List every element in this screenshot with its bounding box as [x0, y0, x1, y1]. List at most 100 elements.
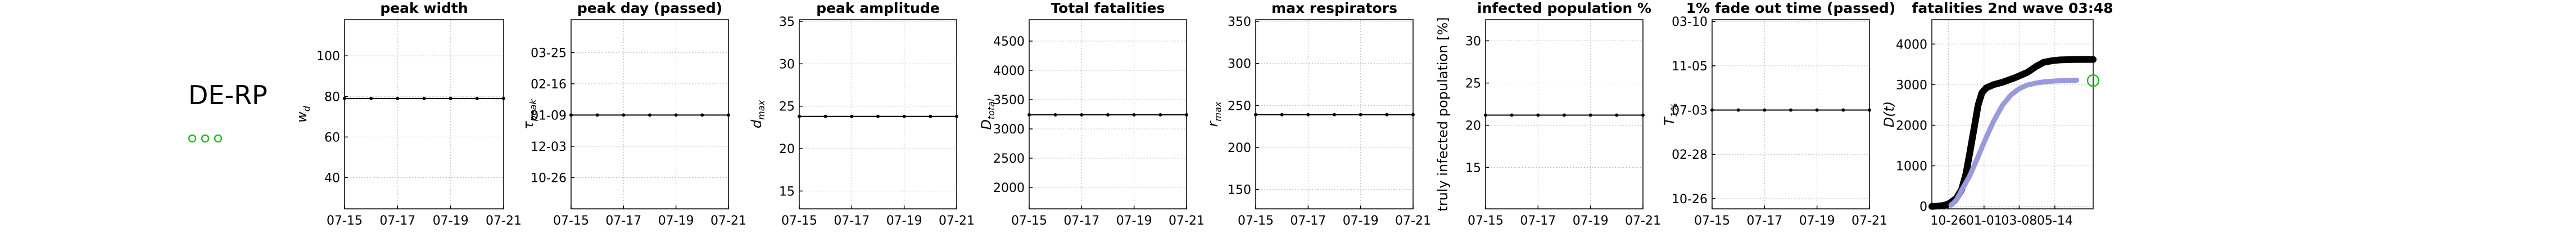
y-tick-label: 4000: [1896, 38, 1927, 52]
x-tick-label: 07-15: [1694, 214, 1730, 228]
x-tick-label: 07-17: [1520, 214, 1556, 228]
point: [1868, 108, 1871, 112]
y-axis-label-sub: d: [301, 105, 312, 111]
point: [1106, 113, 1110, 117]
y-tick-label: 60: [324, 131, 340, 145]
y-axis-label-main: w: [294, 111, 310, 123]
y-tick-label: 100: [316, 50, 340, 64]
point: [1536, 113, 1540, 117]
point: [1053, 113, 1057, 117]
x-tick-label: 07-19: [886, 214, 922, 228]
point: [823, 114, 827, 118]
point: [1185, 113, 1188, 117]
point: [1306, 113, 1310, 117]
y-axis-label-sub: peak: [528, 99, 538, 122]
x-tick-label: 07-19: [1116, 214, 1152, 228]
x-tick-label: 07-21: [1851, 214, 1887, 228]
y-axis-label: Dtotal: [979, 99, 997, 130]
x-tick-label: 07-19: [433, 214, 469, 228]
y-axis-label: T1%: [1662, 103, 1679, 126]
y-tick-label: 250: [1228, 99, 1251, 113]
x-tick-label: 07-21: [710, 214, 746, 228]
y-tick-label: 40: [324, 171, 340, 185]
y-tick-label: 15: [1465, 162, 1481, 176]
point: [1841, 108, 1845, 112]
x-tick-label: 07-17: [1290, 214, 1326, 228]
y-tick-label: 4000: [993, 64, 1025, 78]
x-tick-label: 07-17: [1746, 214, 1782, 228]
point: [674, 113, 678, 117]
y-axis-label: wd: [294, 105, 312, 123]
point: [449, 96, 452, 100]
point: [622, 113, 626, 117]
x-tick-label: 07-17: [605, 214, 641, 228]
y-axis-label: D(t): [1881, 101, 1897, 128]
point: [369, 96, 373, 100]
x-tick-label: 07-21: [1395, 214, 1431, 228]
y-axis-label-main: T: [1662, 116, 1677, 126]
y-axis-label-main: truly infected population [%]: [1435, 17, 1451, 211]
plot-frame: [1712, 19, 1870, 209]
y-tick-label: 10-26: [531, 171, 567, 185]
x-tick-label: 07-21: [486, 214, 522, 228]
point: [1132, 113, 1136, 117]
y-tick-label: 3000: [1896, 78, 1927, 92]
point: [475, 96, 479, 100]
y-tick-label: 2000: [1896, 119, 1927, 133]
x-tick-label: 07-19: [1343, 214, 1379, 228]
chart-title: peak width: [380, 0, 468, 16]
point: [876, 114, 880, 118]
point: [1158, 113, 1162, 117]
x-tick-label: 07-19: [1799, 214, 1835, 228]
point: [1359, 113, 1362, 117]
point: [595, 113, 599, 117]
point: [727, 113, 730, 117]
y-axis-label-main: D(t): [1881, 101, 1897, 128]
y-axis-label-sub: total: [986, 99, 997, 119]
point: [1411, 113, 1415, 117]
y-tick-label: 80: [324, 90, 340, 104]
y-axis-label: τpeak: [520, 99, 538, 129]
x-tick-label: 07-17: [379, 214, 415, 228]
point: [1736, 108, 1740, 112]
x-tick-label: 10-26: [1930, 214, 1966, 228]
point: [396, 96, 400, 100]
y-axis-label: dmax: [749, 100, 767, 128]
y-tick-label: 25: [779, 100, 795, 114]
y-tick-label: 07-03: [1672, 104, 1708, 118]
point: [569, 113, 573, 117]
x-tick-label: 07-21: [1625, 214, 1661, 228]
y-axis-label-main: d: [749, 119, 764, 128]
point: [1280, 113, 1284, 117]
y-tick-label: 03-10: [1672, 15, 1708, 29]
point: [1484, 113, 1487, 117]
y-tick-label: 03-25: [531, 46, 567, 60]
point: [850, 114, 854, 118]
point: [1763, 108, 1767, 112]
y-tick-label: 35: [779, 15, 795, 29]
chart-title: infected population %: [1477, 0, 1651, 16]
y-tick-label: 3000: [993, 123, 1025, 137]
point: [2086, 74, 2100, 87]
y-axis-label-main: D: [979, 119, 994, 129]
point: [648, 113, 651, 117]
y-tick-label: 02-28: [1672, 148, 1708, 162]
x-tick-label: 07-15: [1468, 214, 1504, 228]
point: [1254, 113, 1257, 117]
y-tick-label: 3500: [993, 93, 1025, 108]
y-tick-label: 2500: [993, 152, 1025, 166]
x-tick-label: 05-14: [2037, 214, 2073, 228]
point: [1815, 108, 1819, 112]
chart-title: fatalities 2nd wave 03:48: [1912, 0, 2113, 16]
point: [1333, 113, 1336, 117]
point: [1385, 113, 1389, 117]
chart-title: 1% fade out time (passed): [1686, 0, 1896, 16]
point: [1641, 113, 1645, 117]
point: [798, 114, 801, 118]
point: [1510, 113, 1514, 117]
point: [1080, 113, 1084, 117]
x-tick-label: 07-21: [939, 214, 975, 228]
y-tick-label: 200: [1228, 141, 1251, 155]
y-tick-label: 20: [779, 142, 795, 156]
